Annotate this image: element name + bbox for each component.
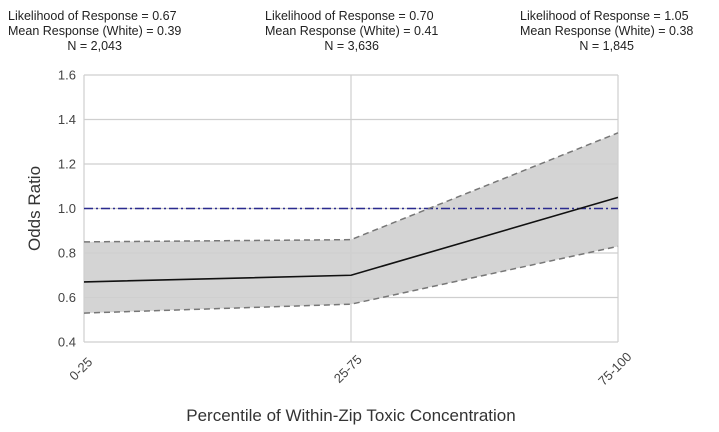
y-tick-label: 0.6 [58, 290, 76, 305]
y-tick-label: 0.4 [58, 335, 76, 350]
y-axis-title: Odds Ratio [25, 166, 44, 251]
x-tick-label: 75-100 [595, 349, 634, 388]
y-tick-label: 0.8 [58, 246, 76, 261]
x-axis-title: Percentile of Within-Zip Toxic Concentra… [186, 406, 515, 425]
y-tick-label: 1.0 [58, 201, 76, 216]
annotation-group-75-100: Likelihood of Response = 1.05 Mean Respo… [520, 9, 693, 54]
mean-response-label: Mean Response (White) = 0.38 [520, 24, 694, 38]
odds-ratio-line [83, 196, 619, 283]
mean-response-label: Mean Response (White) = 0.39 [8, 24, 182, 38]
annotation-group-0-25: Likelihood of Response = 0.67 Mean Respo… [8, 9, 181, 54]
annotation-group-25-75: Likelihood of Response = 0.70 Mean Respo… [265, 9, 438, 54]
likelihood-label: Likelihood of Response = 1.05 [520, 9, 689, 23]
likelihood-label: Likelihood of Response = 0.70 [265, 9, 434, 23]
n-label: N = 3,636 [324, 39, 379, 53]
n-label: N = 1,845 [579, 39, 634, 53]
y-tick-label: 1.2 [58, 157, 76, 172]
y-tick-label: 1.4 [58, 112, 76, 127]
confidence-band [84, 132, 618, 314]
likelihood-label: Likelihood of Response = 0.67 [8, 9, 177, 23]
x-tick-label: 25-75 [331, 352, 365, 386]
mean-response-label: Mean Response (White) = 0.41 [265, 24, 439, 38]
n-label: N = 2,043 [67, 39, 122, 53]
y-tick-label: 1.6 [58, 68, 76, 83]
x-tick-label: 0-25 [66, 354, 95, 383]
